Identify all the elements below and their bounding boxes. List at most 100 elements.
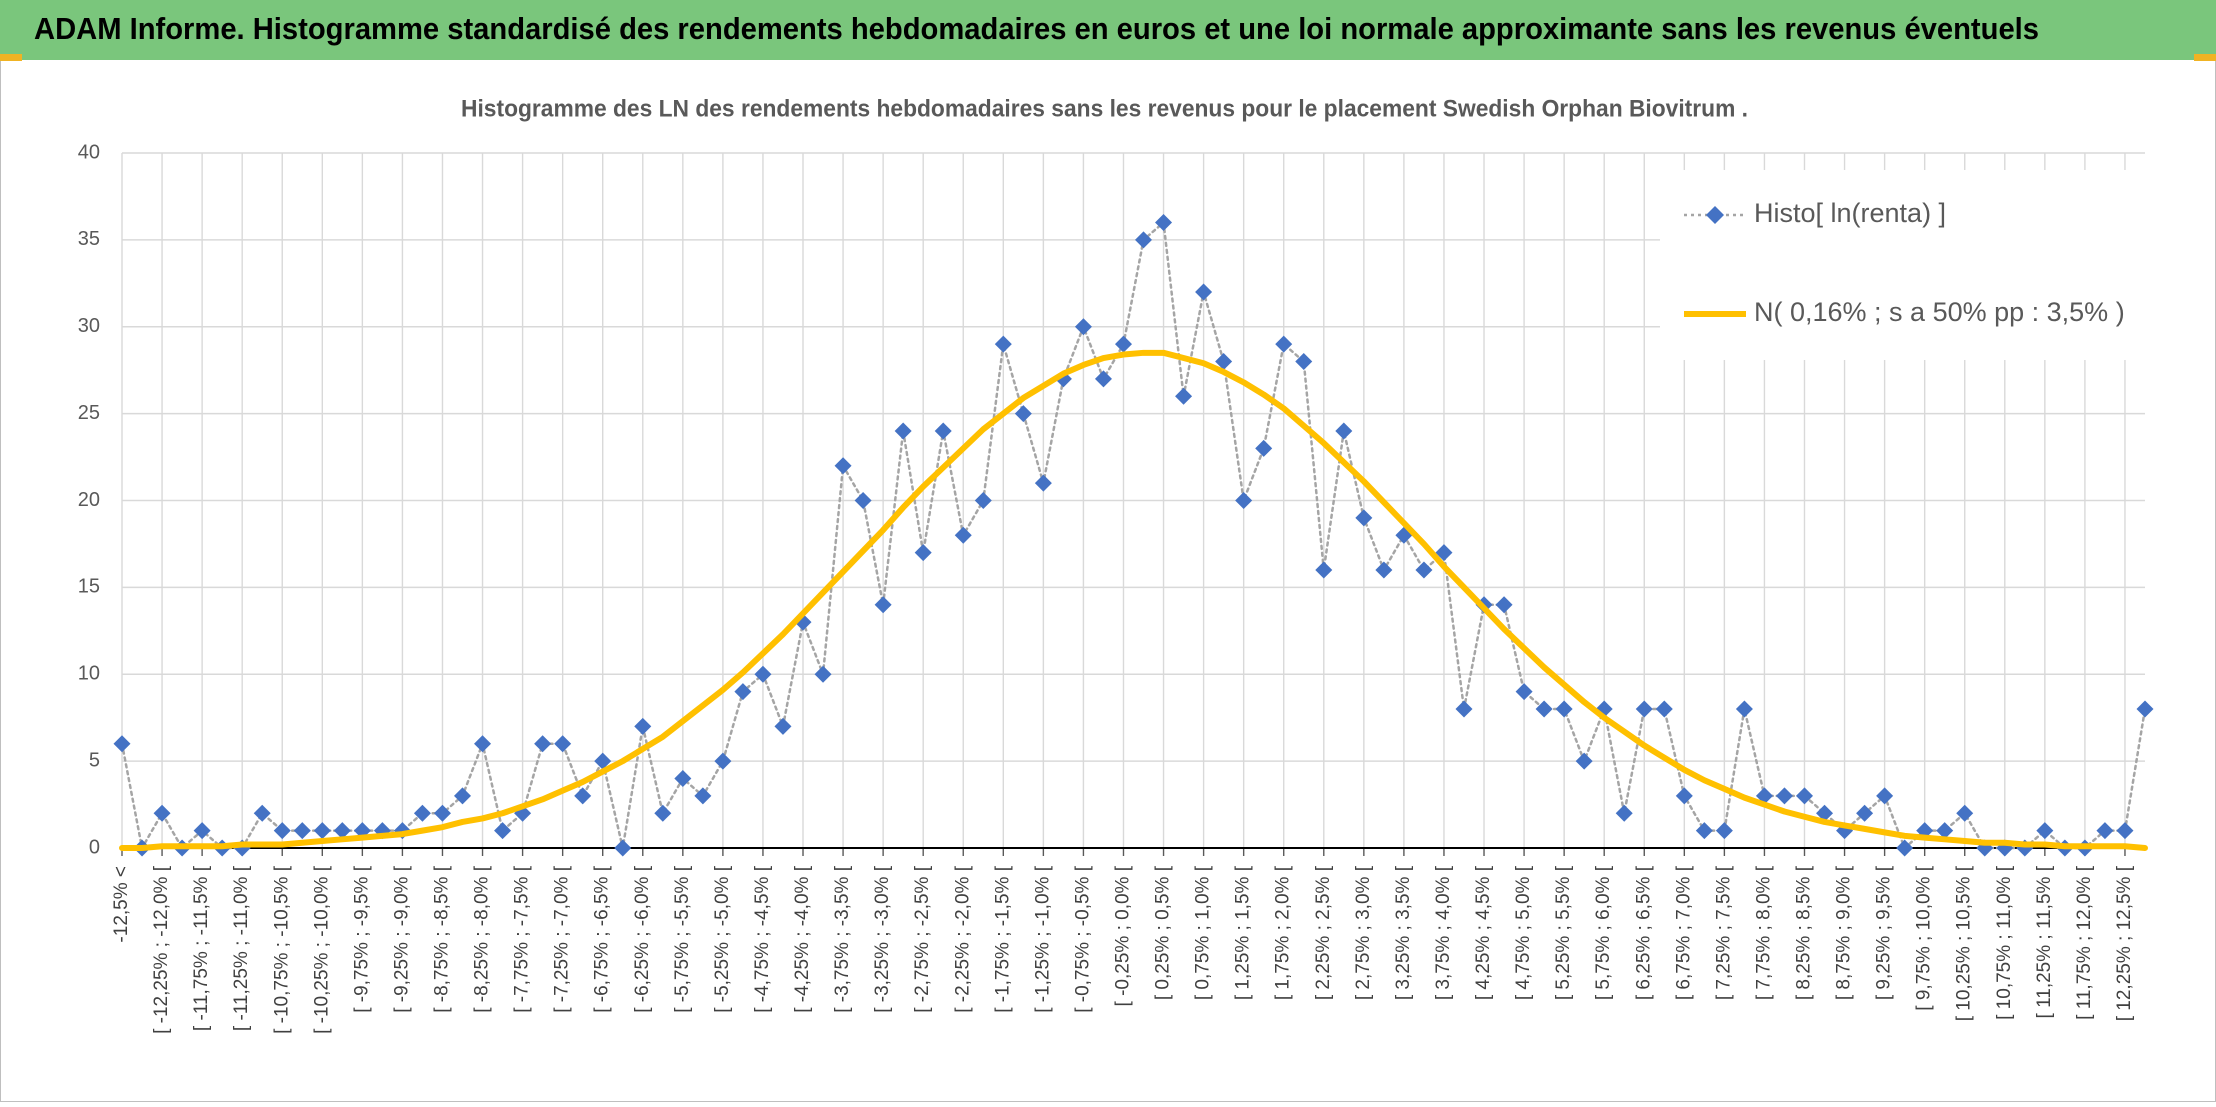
data-point (674, 770, 692, 787)
data-point (333, 822, 351, 840)
series-line (119, 349, 2148, 851)
legend-label: Histo[ ln(renta) ] (1754, 198, 1946, 228)
data-point (1375, 561, 1393, 579)
data-point (934, 422, 952, 440)
data-point (694, 787, 712, 805)
data-point (2116, 822, 2134, 840)
y-tick-label: 0 (89, 836, 100, 858)
y-tick-label: 35 (78, 228, 100, 250)
data-point (994, 335, 1012, 353)
corner (2194, 54, 2216, 61)
x-tick-label: [ 11,75% ; 12,0% [ (2074, 865, 2095, 1020)
data-point (1235, 492, 1253, 509)
data-point (1094, 370, 1112, 388)
x-tick-label: [ -7,25% ; -7,0% [ (552, 865, 573, 1013)
x-tick-label: [ -3,75% ; -3,5% [ (832, 865, 853, 1013)
x-tick-label: [ -7,75% ; -7,5% [ (512, 865, 533, 1013)
data-point (594, 752, 612, 770)
data-point (1555, 700, 1573, 718)
x-tick-label: [ 10,25% ; 10,5% [ (1954, 865, 1975, 1021)
x-tick-label: [ 4,75% ; 5,0% [ (1513, 865, 1534, 1000)
data-point (1275, 335, 1293, 353)
x-tick-label: [ -9,25% ; -9,0% [ (391, 865, 412, 1013)
data-point (474, 735, 492, 753)
x-tick-label: [ -2,25% ; -2,0% [ (952, 865, 973, 1013)
x-tick-label: [ -8,75% ; -8,5% [ (431, 865, 452, 1013)
y-tick-label: 15 (78, 576, 100, 598)
data-point (1936, 822, 1954, 840)
x-tick-label: [ 10,75% ; 11,0% [ (1994, 865, 2015, 1020)
x-tick-label: [ -9,75% ; -9,5% [ (351, 865, 372, 1013)
y-tick-label: 10 (78, 663, 100, 685)
data-point (974, 492, 992, 509)
x-tick-label: [ 7,25% ; 7,5% [ (1713, 865, 1734, 1000)
data-point (1074, 318, 1092, 336)
data-point (2096, 822, 2114, 840)
data-point (1535, 700, 1553, 718)
data-point (1215, 353, 1233, 370)
chart-title: Histogramme des LN des rendements hebdom… (461, 95, 1748, 122)
data-point (1856, 804, 1874, 822)
x-tick-label: [ 8,75% ; 9,0% [ (1834, 865, 1855, 1000)
data-point (1735, 700, 1753, 718)
data-point (313, 822, 331, 840)
x-tick-label: [ 11,25% ; 11,5% [ (2034, 865, 2055, 1018)
data-point (914, 544, 932, 562)
x-tick-label: [ 12,25% ; 12,5% [ (2114, 865, 2135, 1021)
x-tick-label: [ -3,25% ; -3,0% [ (872, 865, 893, 1013)
x-tick-label: [ -1,25% ; -1,0% [ (1032, 865, 1053, 1013)
x-tick-label: [ -6,25% ; -6,0% [ (632, 865, 653, 1013)
x-tick-label: [ 9,75% ; 10,0% [ (1914, 865, 1935, 1010)
data-point (1335, 422, 1353, 440)
data-point (1695, 822, 1713, 840)
x-tick-label: [ -0,75% ; -0,5% [ (1072, 865, 1093, 1013)
data-point (1876, 787, 1894, 805)
data-point (1255, 439, 1273, 457)
x-tick-label: [ -4,75% ; -4,5% [ (752, 865, 773, 1013)
x-tick-label: -12,5% < (111, 866, 132, 943)
data-point (273, 822, 291, 840)
data-point (654, 804, 672, 822)
data-point (1715, 822, 1733, 840)
data-point (1295, 353, 1313, 370)
x-tick-label: [ 5,75% ; 6,0% [ (1593, 865, 1614, 1000)
data-point (1956, 804, 1974, 822)
data-point (1775, 787, 1793, 805)
x-tick-label: [ -0,25% ; 0,0% [ (1113, 865, 1134, 1006)
legend-label: N( 0,16% ; s a 50% pp : 3,5% ) (1754, 297, 2125, 327)
data-point (834, 457, 852, 475)
data-point (534, 735, 552, 753)
data-point (1515, 683, 1533, 701)
data-point (1435, 544, 1453, 562)
data-point (1495, 596, 1513, 614)
y-tick-label: 25 (78, 402, 100, 424)
data-point (193, 822, 211, 840)
data-point (1315, 561, 1333, 579)
data-point (1675, 787, 1693, 805)
x-tick-label: [ -8,25% ; -8,0% [ (472, 865, 493, 1013)
data-point (714, 752, 732, 770)
data-point (1014, 405, 1032, 423)
x-tick-label: [ -5,25% ; -5,0% [ (712, 865, 733, 1013)
x-tick-label: [ -4,25% ; -4,0% [ (792, 865, 813, 1013)
x-tick-label: [ 9,25% ; 9,5% [ (1874, 865, 1895, 1000)
x-tick-label: [ 1,25% ; 1,5% [ (1233, 865, 1254, 1000)
data-point (1034, 474, 1052, 492)
data-point (1195, 283, 1213, 301)
data-point (1355, 509, 1373, 527)
data-point (1896, 839, 1914, 857)
x-tick-label: [ -11,75% ; -11,5% [ (191, 865, 212, 1031)
data-point (454, 787, 472, 805)
data-point (1455, 700, 1473, 718)
data-point (1575, 752, 1593, 770)
x-tick-label: [ 3,75% ; 4,0% [ (1433, 865, 1454, 1000)
x-tick-label: [ -6,75% ; -6,5% [ (592, 865, 613, 1013)
y-tick-label: 20 (78, 489, 100, 511)
data-point (854, 492, 872, 509)
y-tick-label: 30 (78, 315, 100, 337)
x-tick-label: [ 1,75% ; 2,0% [ (1273, 865, 1294, 1000)
data-point (734, 683, 752, 701)
x-tick-label: [ -5,75% ; -5,5% [ (672, 865, 693, 1013)
data-point (1816, 804, 1834, 822)
